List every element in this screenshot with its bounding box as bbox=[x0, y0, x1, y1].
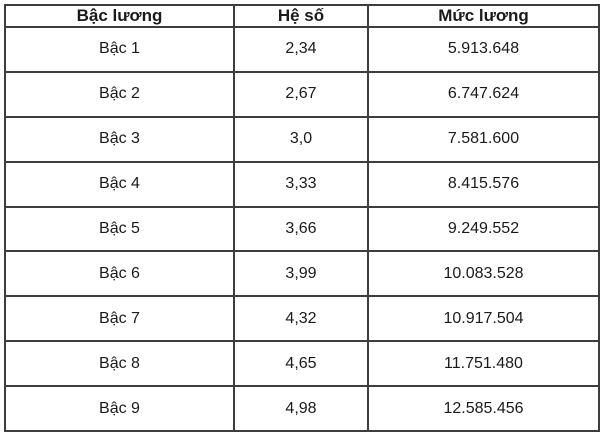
coefficient-cell: 3,66 bbox=[233, 205, 369, 253]
table-header-row: Bậc lương Hệ số Mức lương bbox=[4, 4, 600, 28]
grade-cell: Bậc 8 bbox=[4, 340, 235, 387]
coefficient-cell: 3,99 bbox=[233, 250, 369, 298]
table-row: Bậc 9 4,98 12.585.456 bbox=[4, 385, 600, 432]
table-row: Bậc 3 3,0 7.581.600 bbox=[4, 115, 600, 163]
header-coefficient: Hệ số bbox=[233, 4, 369, 28]
salary-table: Bậc lương Hệ số Mức lương Bậc 1 2,34 5.9… bbox=[4, 4, 600, 432]
grade-cell: Bậc 6 bbox=[4, 250, 235, 298]
salary-cell: 9.249.552 bbox=[367, 205, 600, 253]
table-row: Bậc 6 3,99 10.083.528 bbox=[4, 250, 600, 298]
header-salary: Mức lương bbox=[367, 4, 600, 28]
header-grade: Bậc lương bbox=[4, 4, 235, 28]
table-row: Bậc 1 2,34 5.913.648 bbox=[4, 26, 600, 73]
grade-cell: Bậc 1 bbox=[4, 26, 235, 73]
salary-cell: 5.913.648 bbox=[367, 26, 600, 73]
grade-cell: Bậc 9 bbox=[4, 385, 235, 432]
grade-cell: Bậc 2 bbox=[4, 70, 235, 118]
table-row: Bậc 5 3,66 9.249.552 bbox=[4, 205, 600, 253]
salary-cell: 12.585.456 bbox=[367, 385, 600, 432]
salary-cell: 7.581.600 bbox=[367, 115, 600, 163]
salary-cell: 8.415.576 bbox=[367, 160, 600, 208]
grade-cell: Bậc 5 bbox=[4, 205, 235, 253]
coefficient-cell: 3,33 bbox=[233, 160, 369, 208]
coefficient-cell: 4,98 bbox=[233, 385, 369, 432]
grade-cell: Bậc 4 bbox=[4, 160, 235, 208]
coefficient-cell: 4,32 bbox=[233, 295, 369, 343]
grade-cell: Bậc 3 bbox=[4, 115, 235, 163]
salary-cell: 10.083.528 bbox=[367, 250, 600, 298]
salary-cell: 10.917.504 bbox=[367, 295, 600, 343]
table-row: Bậc 8 4,65 11.751.480 bbox=[4, 340, 600, 387]
grade-cell: Bậc 7 bbox=[4, 295, 235, 343]
coefficient-cell: 2,67 bbox=[233, 70, 369, 118]
coefficient-cell: 3,0 bbox=[233, 115, 369, 163]
table-row: Bậc 7 4,32 10.917.504 bbox=[4, 295, 600, 343]
table-row: Bậc 4 3,33 8.415.576 bbox=[4, 160, 600, 208]
coefficient-cell: 4,65 bbox=[233, 340, 369, 387]
salary-cell: 6.747.624 bbox=[367, 70, 600, 118]
coefficient-cell: 2,34 bbox=[233, 26, 369, 73]
salary-cell: 11.751.480 bbox=[367, 340, 600, 387]
table-row: Bậc 2 2,67 6.747.624 bbox=[4, 70, 600, 118]
